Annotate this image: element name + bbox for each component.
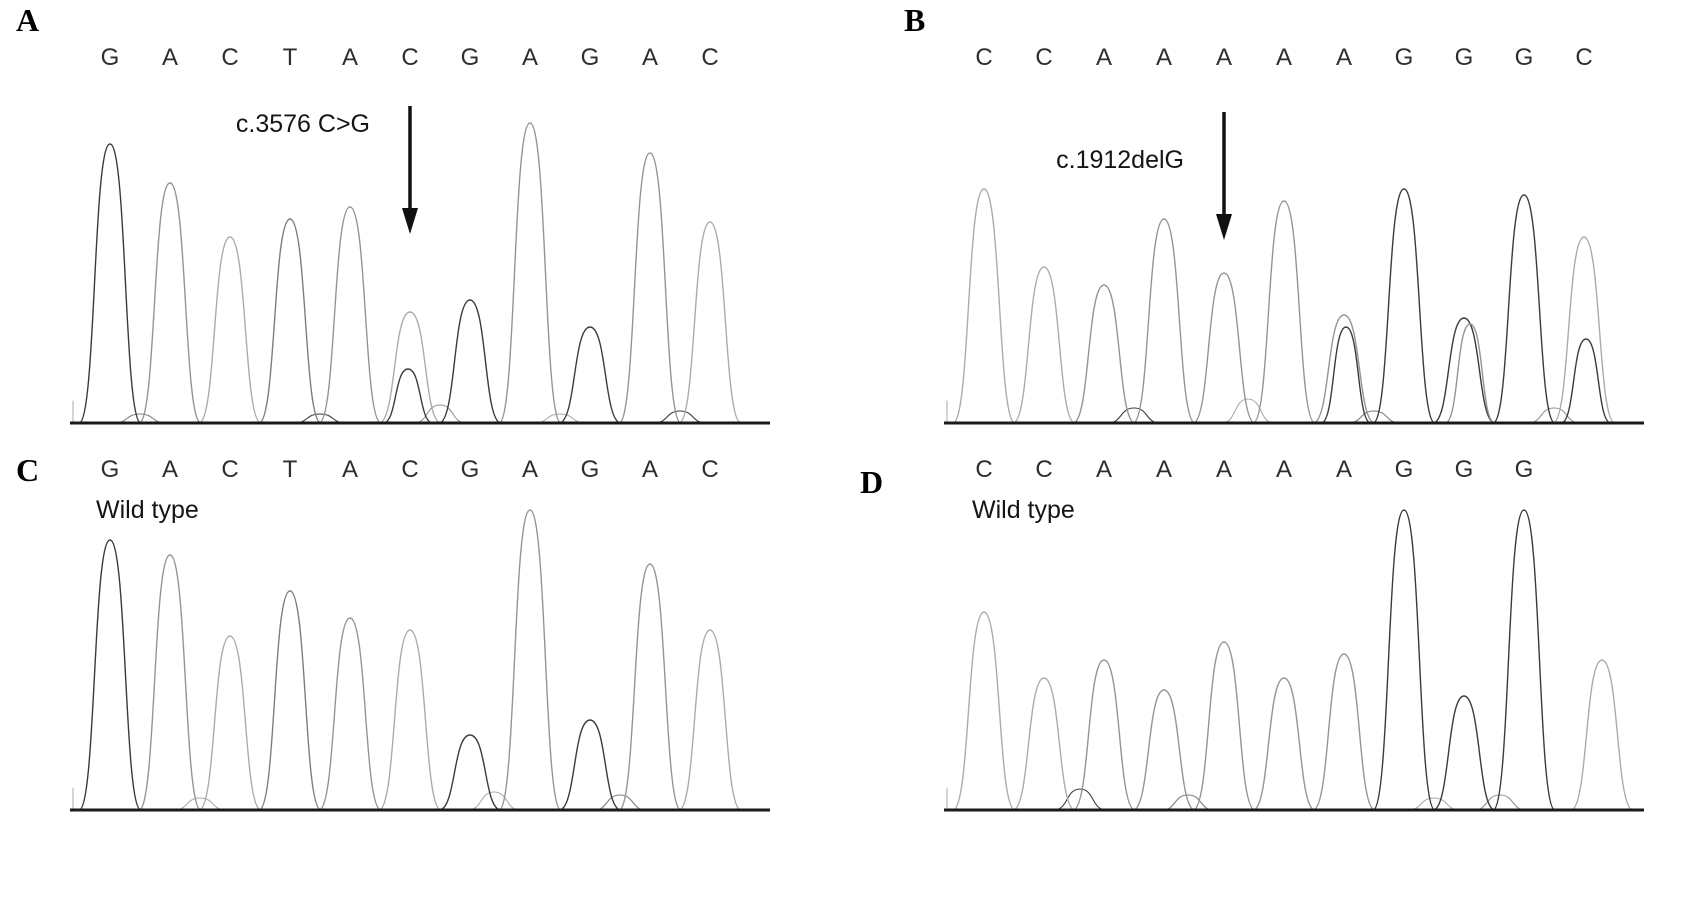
chromatogram-trace xyxy=(70,509,770,812)
chromatogram-trace xyxy=(944,509,1644,812)
base-letter: G xyxy=(100,44,120,71)
base-letter: C xyxy=(221,44,239,71)
base-letter: A xyxy=(1275,44,1292,71)
base-letter: C xyxy=(1035,456,1053,483)
base-letter: T xyxy=(282,44,298,71)
base-letter: C xyxy=(701,456,719,483)
base-letter: G xyxy=(1454,456,1474,483)
chromatogram-trace xyxy=(70,122,770,425)
base-letter: C xyxy=(401,456,419,483)
base-letter: A xyxy=(1215,456,1232,483)
panel-c: C G A C T A C G A G A C Wild type xyxy=(0,452,854,904)
mutation-annotation: c.1912delG xyxy=(1056,146,1184,174)
base-letter: A xyxy=(1335,456,1352,483)
wild-type-label: Wild type xyxy=(972,496,1075,524)
panel-label-a: A xyxy=(16,2,40,38)
mutation-annotation: c.3576 C>G xyxy=(235,110,370,138)
panel-a: A G A C T A C G A G A C c.3576 C>G xyxy=(0,0,854,452)
base-letter: G xyxy=(1514,456,1534,483)
base-letter: G xyxy=(100,456,120,483)
panel-label-d: D xyxy=(860,464,884,500)
base-letter: A xyxy=(1335,44,1352,71)
base-letter: G xyxy=(580,456,600,483)
base-letter: A xyxy=(1095,456,1112,483)
base-letter: A xyxy=(641,44,658,71)
base-letter: A xyxy=(161,44,178,71)
base-letter: G xyxy=(580,44,600,71)
base-letter: G xyxy=(1394,44,1414,71)
base-letter: G xyxy=(1394,456,1414,483)
mutation-arrow-icon xyxy=(398,106,422,236)
base-letter: C xyxy=(1035,44,1053,71)
base-letter: T xyxy=(282,456,298,483)
base-letter: A xyxy=(161,456,178,483)
base-letter: A xyxy=(521,456,538,483)
base-letter: A xyxy=(341,44,358,71)
base-letter: C xyxy=(1575,44,1593,71)
base-letter: G xyxy=(1454,44,1474,71)
base-letter: A xyxy=(521,44,538,71)
base-letter: G xyxy=(1514,44,1534,71)
base-letter: C xyxy=(401,44,419,71)
mutation-arrow-icon xyxy=(1212,112,1236,242)
chromatogram-trace xyxy=(944,188,1644,425)
wild-type-label: Wild type xyxy=(96,496,199,524)
base-letter: A xyxy=(1095,44,1112,71)
panel-b: B C C A A A A A G G G C c.1912delG xyxy=(854,0,1708,452)
panel-label-b: B xyxy=(904,2,926,38)
base-letter: A xyxy=(1155,44,1172,71)
base-letter: C xyxy=(975,44,993,71)
base-letter: A xyxy=(1155,456,1172,483)
base-letter: A xyxy=(1275,456,1292,483)
base-letter: A xyxy=(641,456,658,483)
base-letter: C xyxy=(701,44,719,71)
base-letter: C xyxy=(221,456,239,483)
base-letter: A xyxy=(1215,44,1232,71)
base-letter: C xyxy=(975,456,993,483)
base-letter: A xyxy=(341,456,358,483)
base-letter: G xyxy=(460,44,480,71)
base-letter: G xyxy=(460,456,480,483)
panel-label-c: C xyxy=(16,452,40,488)
panel-d: D C C A A A A A G G G Wild type xyxy=(854,452,1708,904)
